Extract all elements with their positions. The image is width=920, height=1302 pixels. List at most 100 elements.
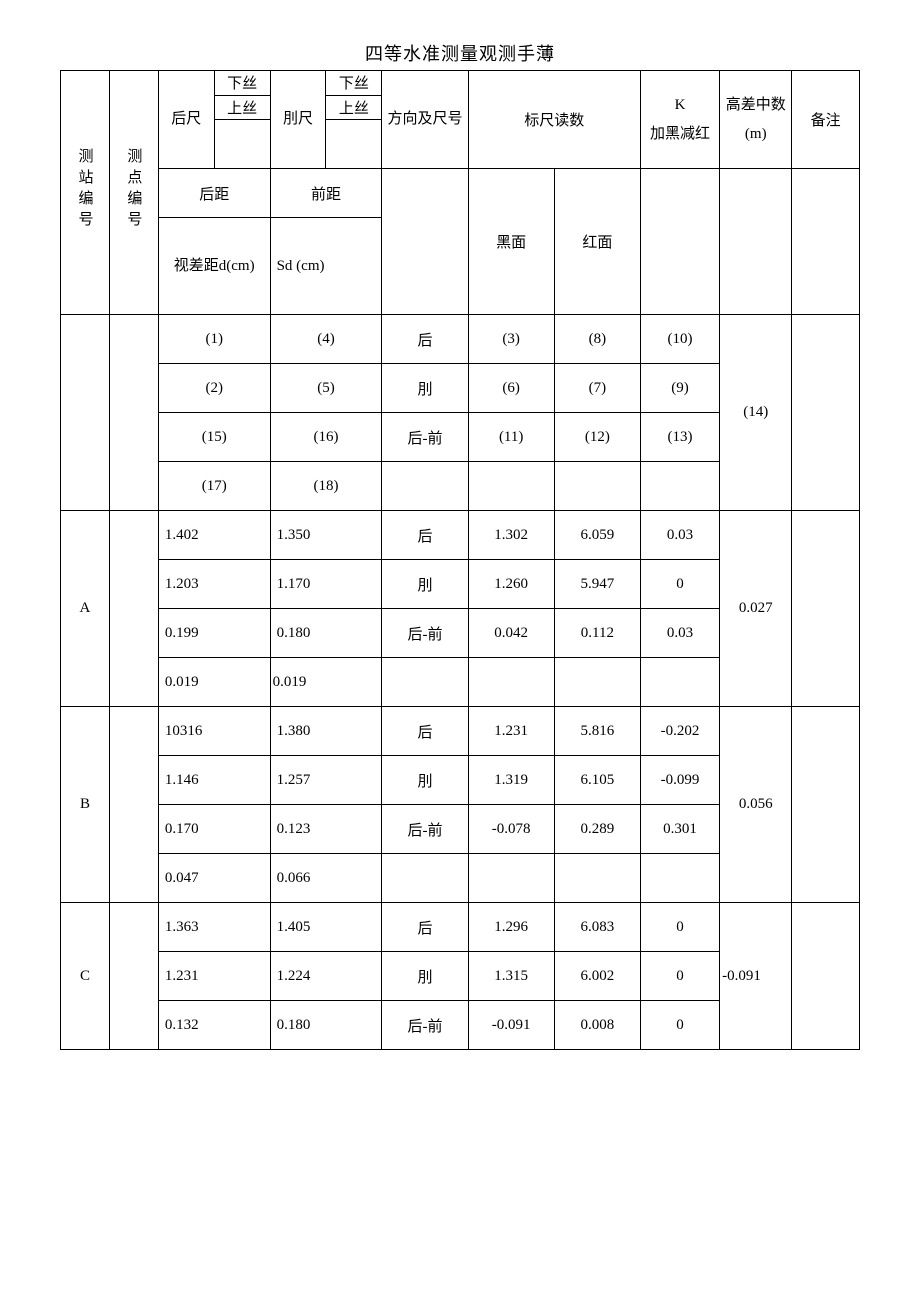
hdr-k-blank: [640, 169, 719, 315]
c-c2-2: 0.180: [270, 1001, 382, 1050]
c-c4-1: 1.315: [468, 952, 554, 1001]
tmpl-c6-3: [640, 462, 719, 511]
c-note: [792, 903, 860, 1050]
a-c3-2: 后-前: [382, 609, 468, 658]
tmpl-c5-2: (12): [554, 413, 640, 462]
hdr-black: 黑面: [468, 169, 554, 315]
a-c1-3: 0.019: [158, 658, 270, 707]
tmpl-c4-1: (6): [468, 364, 554, 413]
b-c6-1: -0.099: [640, 756, 719, 805]
b-c6-3: [640, 854, 719, 903]
hdr-note-blank: [792, 169, 860, 315]
c-c1-1: 1.231: [158, 952, 270, 1001]
c-c5-2: 0.008: [554, 1001, 640, 1050]
hdr-rear-lower: 下丝 上丝: [214, 71, 270, 120]
b-c4-2: -0.078: [468, 805, 554, 854]
tmpl-c1-0: (1): [158, 315, 270, 364]
tmpl-c6-1: (9): [640, 364, 719, 413]
tmpl-c5-1: (7): [554, 364, 640, 413]
a-c3-3: [382, 658, 468, 707]
c-c3-0: 后: [382, 903, 468, 952]
b-c2-1: 1.257: [270, 756, 382, 805]
c-c1-0: 1.363: [158, 903, 270, 952]
b-c1-2: 0.170: [158, 805, 270, 854]
b-c3-2: 后-前: [382, 805, 468, 854]
hdr-sight-diff: 视差距d(cm): [158, 218, 270, 315]
page-title: 四等水准测量观测手薄: [60, 40, 860, 66]
c-c6-1: 0: [640, 952, 719, 1001]
tmpl-c4-3: [468, 462, 554, 511]
b-c4-3: [468, 854, 554, 903]
b-note: [792, 707, 860, 903]
hdr-k: K 加黑减红: [640, 71, 719, 169]
c-c5-1: 6.002: [554, 952, 640, 1001]
b-c1-3: 0.047: [158, 854, 270, 903]
hdr-rear-ruler: 后尺: [158, 71, 214, 169]
b-point: [109, 707, 158, 903]
tmpl-c1-3: (17): [158, 462, 270, 511]
tmpl-c2-0: (4): [270, 315, 382, 364]
a-c1-0: 1.402: [158, 511, 270, 560]
b-c2-0: 1.380: [270, 707, 382, 756]
a-c4-1: 1.260: [468, 560, 554, 609]
tmpl-c3-0: 后: [382, 315, 468, 364]
b-c3-0: 后: [382, 707, 468, 756]
b-c5-0: 5.816: [554, 707, 640, 756]
c-c4-2: -0.091: [468, 1001, 554, 1050]
c-c6-0: 0: [640, 903, 719, 952]
a-c5-0: 6.059: [554, 511, 640, 560]
a-c7: 0.027: [720, 511, 792, 707]
a-c6-2: 0.03: [640, 609, 719, 658]
tmpl-c4-0: (3): [468, 315, 554, 364]
b-c5-1: 6.105: [554, 756, 640, 805]
c-c3-2: 后-前: [382, 1001, 468, 1050]
a-c1-2: 0.199: [158, 609, 270, 658]
tmpl-point: [109, 315, 158, 511]
survey-table: 测站编号 测点编号 后尺 下丝 上丝 刖尺 下丝 上丝 方向及尺号 标尺读数 K…: [60, 70, 860, 1050]
b-station: B: [61, 707, 110, 903]
a-c3-0: 后: [382, 511, 468, 560]
tmpl-c2-1: (5): [270, 364, 382, 413]
b-c5-3: [554, 854, 640, 903]
hdr-front-dist: 前距: [270, 169, 382, 218]
a-c2-3: 0.019: [270, 658, 382, 707]
tmpl-c4-2: (11): [468, 413, 554, 462]
a-c5-3: [554, 658, 640, 707]
c-c2-0: 1.405: [270, 903, 382, 952]
a-station: A: [61, 511, 110, 707]
hdr-point-no: 测点编号: [109, 71, 158, 315]
a-c2-0: 1.350: [270, 511, 382, 560]
b-c1-0: 10316: [158, 707, 270, 756]
hdr-remarks: 备注: [792, 71, 860, 169]
a-c2-1: 1.170: [270, 560, 382, 609]
hdr-ruler-reading: 标尺读数: [468, 71, 640, 169]
a-c5-1: 5.947: [554, 560, 640, 609]
b-c4-0: 1.231: [468, 707, 554, 756]
b-c4-1: 1.319: [468, 756, 554, 805]
hdr-rear-upper: [214, 120, 270, 169]
c-c2-1: 1.224: [270, 952, 382, 1001]
tmpl-note: [792, 315, 860, 511]
tmpl-c7: (14): [720, 315, 792, 511]
hdr-direction: 方向及尺号: [382, 71, 468, 169]
tmpl-c2-3: (18): [270, 462, 382, 511]
tmpl-station: [61, 315, 110, 511]
tmpl-c2-2: (16): [270, 413, 382, 462]
c-station: C: [61, 903, 110, 1050]
hdr-front-upper: [326, 120, 382, 169]
c-c7: -0.091: [720, 903, 792, 1050]
tmpl-c1-2: (15): [158, 413, 270, 462]
hdr-front-ruler: 刖尺: [270, 71, 326, 169]
b-c1-1: 1.146: [158, 756, 270, 805]
a-c4-2: 0.042: [468, 609, 554, 658]
a-note: [792, 511, 860, 707]
a-c6-3: [640, 658, 719, 707]
a-c6-1: 0: [640, 560, 719, 609]
b-c2-2: 0.123: [270, 805, 382, 854]
a-c3-1: 刖: [382, 560, 468, 609]
b-c3-1: 刖: [382, 756, 468, 805]
a-point: [109, 511, 158, 707]
c-c3-1: 刖: [382, 952, 468, 1001]
c-c5-0: 6.083: [554, 903, 640, 952]
tmpl-c5-3: [554, 462, 640, 511]
